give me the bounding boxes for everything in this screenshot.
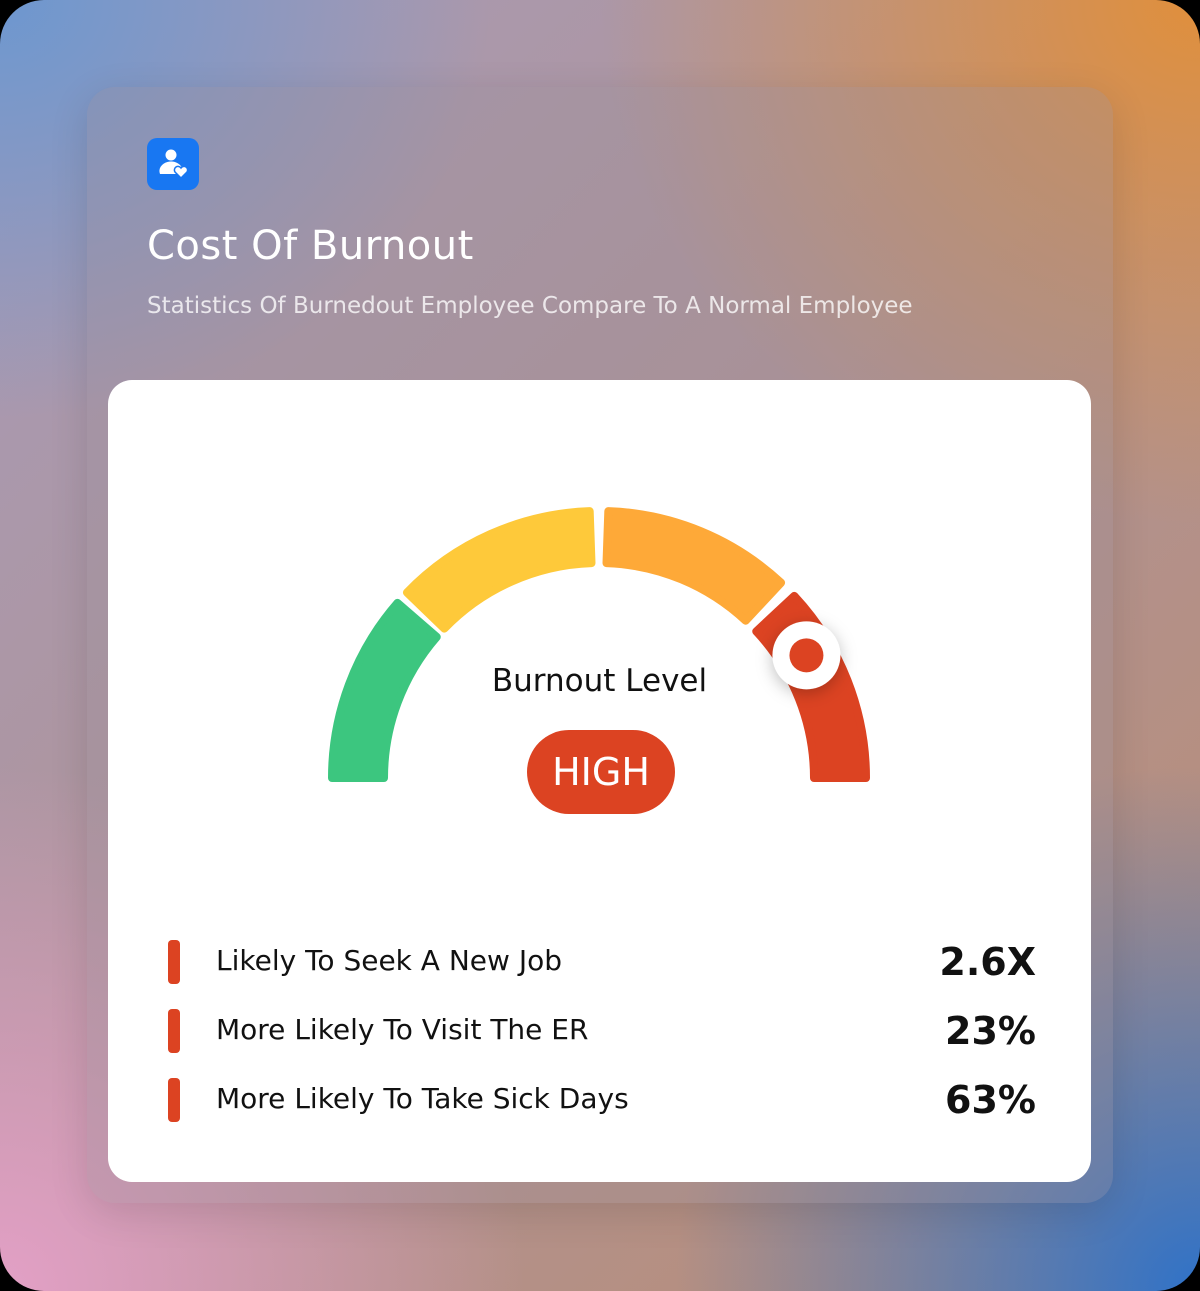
- stat-label: More Likely To Visit The ER: [216, 1013, 589, 1046]
- stat-item: More Likely To Visit The ER 23%: [168, 1009, 1036, 1078]
- stat-item: Likely To Seek A New Job 2.6X: [168, 940, 1036, 1009]
- burnout-card: Burnout Level HIGH Likely To Seek A New …: [108, 380, 1091, 1182]
- stat-value: 2.6X: [939, 940, 1036, 984]
- stat-marker: [168, 1009, 180, 1053]
- burnout-widget: Cost Of Burnout Statistics Of Burnedout …: [87, 87, 1113, 1203]
- gauge-label: Burnout Level: [491, 663, 708, 699]
- gauge-segment-2: [402, 507, 596, 633]
- widget-title: Cost Of Burnout: [147, 223, 474, 269]
- gauge-needle-dot: [789, 638, 824, 673]
- stat-label: Likely To Seek A New Job: [216, 944, 562, 977]
- gauge-segment-1: [328, 598, 441, 782]
- widget-subtitle: Statistics Of Burnedout Employee Compare…: [147, 293, 913, 319]
- user-heart-icon: [147, 138, 199, 190]
- stat-marker: [168, 1078, 180, 1122]
- stats-list: Likely To Seek A New Job 2.6X More Likel…: [168, 940, 1036, 1147]
- burnout-gauge: [328, 507, 870, 782]
- stat-marker: [168, 940, 180, 984]
- stat-value: 23%: [945, 1009, 1036, 1053]
- stat-label: More Likely To Take Sick Days: [216, 1082, 629, 1115]
- gauge-segment-3: [602, 507, 786, 625]
- stat-value: 63%: [945, 1078, 1036, 1122]
- stat-item: More Likely To Take Sick Days 63%: [168, 1078, 1036, 1147]
- level-badge: HIGH: [527, 730, 675, 814]
